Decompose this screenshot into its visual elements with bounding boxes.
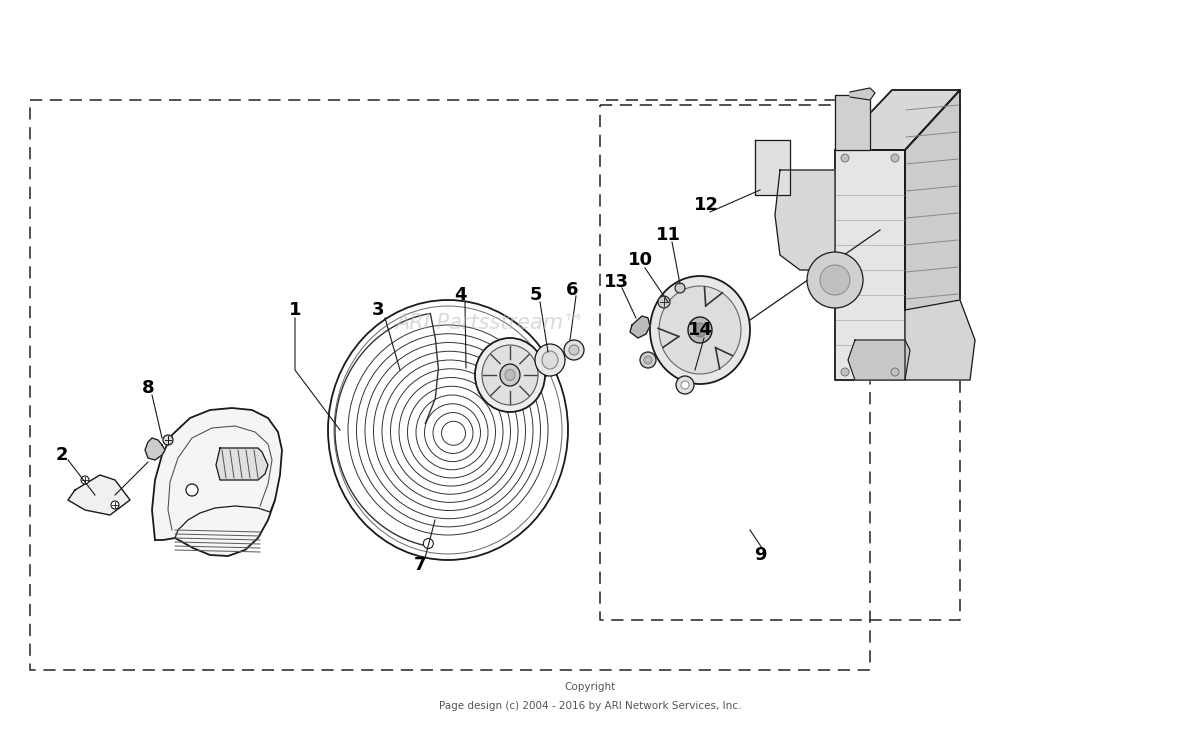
Circle shape bbox=[111, 501, 119, 509]
Circle shape bbox=[644, 356, 653, 364]
Ellipse shape bbox=[658, 286, 741, 374]
Ellipse shape bbox=[500, 364, 520, 386]
Circle shape bbox=[564, 340, 584, 360]
Polygon shape bbox=[630, 316, 650, 338]
Circle shape bbox=[424, 539, 433, 548]
Text: 9: 9 bbox=[754, 546, 766, 564]
Ellipse shape bbox=[650, 276, 750, 384]
Polygon shape bbox=[835, 95, 870, 150]
Circle shape bbox=[658, 296, 670, 308]
Circle shape bbox=[891, 368, 899, 376]
Circle shape bbox=[841, 368, 848, 376]
Circle shape bbox=[81, 476, 88, 484]
Text: 12: 12 bbox=[694, 196, 719, 214]
Polygon shape bbox=[216, 448, 268, 480]
Polygon shape bbox=[835, 150, 905, 380]
Text: 11: 11 bbox=[656, 226, 681, 244]
Polygon shape bbox=[850, 88, 876, 100]
Ellipse shape bbox=[688, 317, 712, 343]
Text: 4: 4 bbox=[454, 286, 466, 304]
Text: 13: 13 bbox=[603, 273, 629, 291]
Text: 8: 8 bbox=[142, 379, 155, 397]
Ellipse shape bbox=[481, 345, 538, 405]
Ellipse shape bbox=[694, 323, 706, 337]
Polygon shape bbox=[68, 475, 130, 515]
Polygon shape bbox=[905, 90, 961, 380]
Circle shape bbox=[569, 345, 579, 355]
Text: 1: 1 bbox=[289, 301, 301, 319]
Text: 14: 14 bbox=[688, 321, 713, 339]
Circle shape bbox=[807, 252, 863, 308]
Text: Page design (c) 2004 - 2016 by ARI Network Services, Inc.: Page design (c) 2004 - 2016 by ARI Netwo… bbox=[439, 701, 741, 712]
Circle shape bbox=[675, 283, 686, 293]
Polygon shape bbox=[755, 140, 789, 195]
Text: Copyright: Copyright bbox=[564, 682, 616, 692]
Text: 2: 2 bbox=[55, 446, 68, 464]
Ellipse shape bbox=[542, 351, 558, 369]
Ellipse shape bbox=[505, 370, 514, 381]
Polygon shape bbox=[848, 340, 910, 380]
Polygon shape bbox=[835, 90, 961, 150]
Text: 6: 6 bbox=[565, 281, 578, 299]
Circle shape bbox=[841, 154, 848, 162]
Text: 3: 3 bbox=[372, 301, 385, 319]
Text: 7: 7 bbox=[414, 556, 426, 574]
Ellipse shape bbox=[328, 300, 568, 560]
Circle shape bbox=[891, 154, 899, 162]
Ellipse shape bbox=[535, 344, 565, 376]
Polygon shape bbox=[775, 170, 835, 270]
Circle shape bbox=[186, 484, 198, 496]
Polygon shape bbox=[145, 438, 165, 460]
Circle shape bbox=[676, 376, 694, 394]
Polygon shape bbox=[905, 300, 975, 380]
Ellipse shape bbox=[476, 338, 545, 412]
Polygon shape bbox=[152, 408, 282, 556]
Circle shape bbox=[820, 265, 850, 295]
Text: 10: 10 bbox=[628, 251, 653, 269]
Text: 5: 5 bbox=[530, 286, 543, 304]
Text: ARI Partsstream™: ARI Partsstream™ bbox=[395, 313, 584, 332]
Circle shape bbox=[640, 352, 656, 368]
Circle shape bbox=[163, 435, 173, 445]
Circle shape bbox=[681, 381, 689, 389]
